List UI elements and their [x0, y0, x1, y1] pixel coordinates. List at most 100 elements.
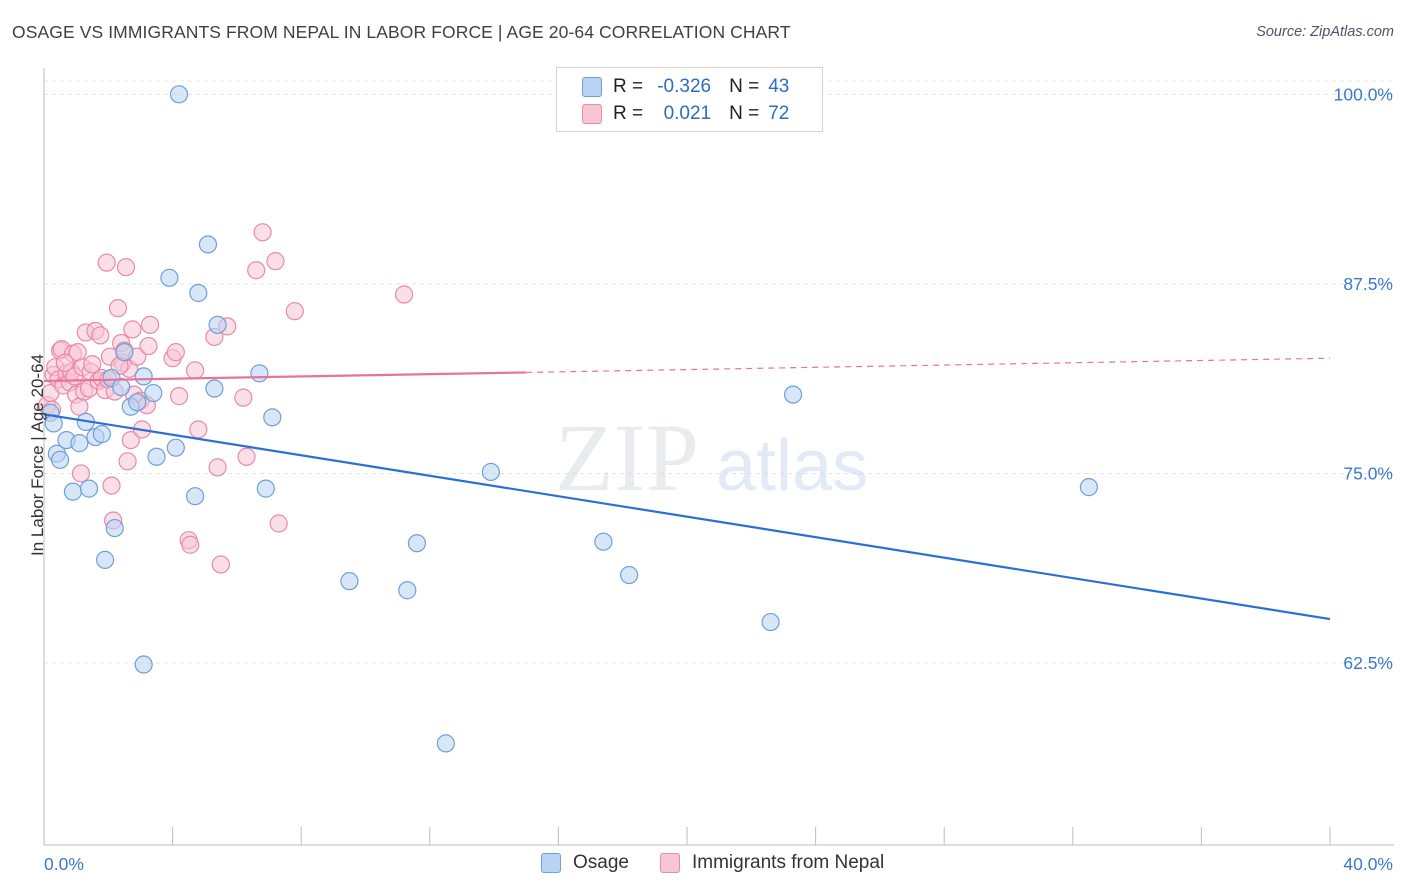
- series-legend: Osage Immigrants from Nepal: [0, 852, 1406, 878]
- osage-point: [250, 364, 269, 383]
- osage-point: [134, 655, 153, 674]
- n-label: N =: [729, 103, 760, 124]
- nepal-point: [70, 397, 89, 416]
- osage-point: [481, 462, 500, 482]
- osage-point: [92, 424, 111, 444]
- nepal-point: [166, 343, 185, 362]
- nepal-point: [71, 464, 91, 483]
- nepal-point: [118, 452, 137, 471]
- osage-point: [95, 550, 115, 569]
- x-tick-label: 0.0%: [44, 854, 84, 874]
- osage-point: [128, 393, 147, 412]
- osage-point: [189, 283, 208, 303]
- legend-label-nepal: Immigrants from Nepal: [692, 852, 885, 873]
- nepal-point: [253, 223, 272, 242]
- osage-point: [112, 377, 131, 397]
- y-tick-label: 100.0%: [1334, 84, 1393, 104]
- osage-point: [105, 518, 124, 538]
- tick-labels: 62.5% 75.0% 87.5% 100.0% 0.0% 40.0%: [44, 84, 1393, 874]
- osage-point: [761, 612, 780, 632]
- watermark-zip: ZIP: [555, 404, 699, 511]
- watermark: ZIP atlas: [555, 404, 868, 511]
- legend-item-osage[interactable]: Osage: [541, 852, 629, 874]
- y-tick-label: 87.5%: [1343, 274, 1393, 294]
- osage-swatch: [541, 853, 561, 873]
- nepal-point: [108, 299, 128, 318]
- osage-point: [256, 479, 275, 498]
- legend-row-nepal: R = 0.021 N = 72: [582, 102, 789, 126]
- y-axis-label: In Labor Force | Age 20-64: [28, 354, 47, 556]
- osage-point: [160, 268, 179, 287]
- osage-point: [208, 315, 227, 334]
- legend-label-osage: Osage: [573, 852, 629, 873]
- y-tick-label: 75.0%: [1343, 463, 1393, 483]
- osage-point: [186, 487, 205, 506]
- nepal-trend-line: [43, 371, 527, 383]
- nepal-point: [83, 355, 102, 374]
- nepal-swatch: [582, 104, 602, 124]
- r-label: R =: [613, 103, 644, 124]
- osage-point: [205, 379, 224, 398]
- nepal-trend-extension: [526, 357, 1331, 374]
- nepal-point: [169, 387, 189, 406]
- source-credit: Source: ZipAtlas.com: [1256, 24, 1394, 40]
- nepal-point: [285, 302, 304, 321]
- osage-point: [134, 367, 153, 386]
- grid-layer: [44, 80, 1394, 664]
- osage-point: [1079, 478, 1098, 497]
- nepal-point: [269, 514, 288, 533]
- osage-point: [263, 408, 282, 427]
- nepal-point: [139, 336, 158, 356]
- osage-point: [198, 235, 218, 254]
- nepal-point: [394, 285, 414, 304]
- nepal-point: [247, 261, 266, 280]
- r-label: R =: [613, 76, 644, 97]
- osage-point: [620, 565, 639, 585]
- nepal-point: [237, 447, 256, 466]
- osage-point: [115, 343, 134, 362]
- nepal-point: [208, 458, 227, 477]
- n-label: N =: [729, 76, 760, 97]
- nepal-point: [140, 315, 160, 334]
- osage-point: [594, 532, 613, 551]
- nepal-point: [102, 476, 121, 495]
- osage-point: [144, 383, 163, 403]
- nepal-point: [186, 361, 205, 380]
- osage-point: [50, 450, 70, 469]
- osage-point: [407, 534, 427, 553]
- stats-legend: R = -0.326 N = 43 R = 0.021 N = 72: [556, 67, 823, 132]
- nepal-point: [181, 535, 200, 554]
- nepal-point: [116, 258, 136, 277]
- nepal-point: [97, 253, 116, 272]
- nepal-swatch: [660, 853, 680, 873]
- nepal-point: [91, 326, 110, 345]
- nepal-point: [55, 353, 74, 372]
- n-value: 72: [768, 103, 790, 124]
- osage-point: [169, 85, 189, 104]
- axis-layer: [43, 68, 1394, 846]
- osage-swatch: [582, 77, 602, 97]
- nepal-point: [234, 388, 253, 407]
- y-tick-label: 62.5%: [1343, 653, 1393, 673]
- r-value: 0.021: [663, 103, 712, 124]
- osage-point: [147, 447, 166, 466]
- osage-point: [79, 479, 99, 498]
- legend-item-nepal[interactable]: Immigrants from Nepal: [660, 852, 884, 874]
- nepal-point: [189, 420, 208, 439]
- osage-point: [783, 385, 803, 404]
- osage-point: [63, 482, 83, 501]
- osage-point: [340, 572, 359, 591]
- osage-trend-line: [43, 413, 1331, 621]
- nepal-points: [38, 223, 414, 574]
- trend-layer: [43, 357, 1331, 621]
- osage-point: [70, 434, 89, 453]
- nepal-point: [211, 555, 230, 574]
- x-tick-label: 40.0%: [1343, 854, 1393, 874]
- osage-point: [436, 734, 455, 753]
- chart-title: OSAGE VS IMMIGRANTS FROM NEPAL IN LABOR …: [12, 22, 791, 42]
- osage-point: [398, 581, 417, 600]
- nepal-point: [266, 252, 285, 271]
- r-value: -0.326: [657, 76, 712, 97]
- n-value: 43: [768, 76, 790, 97]
